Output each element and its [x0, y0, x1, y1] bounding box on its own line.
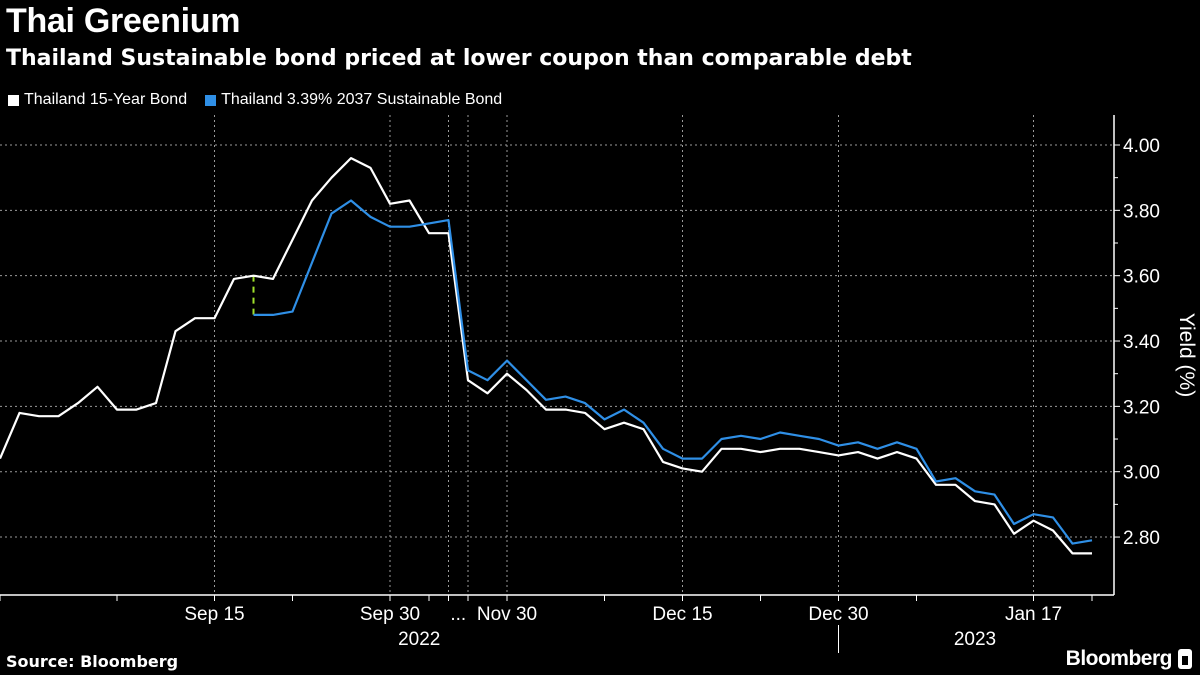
legend-swatch-sustainable: [205, 94, 217, 106]
bloomberg-terminal-icon: [1178, 649, 1192, 669]
x-tick-label: ...: [450, 604, 466, 625]
legend-item-15y: Thailand 15-Year Bond: [8, 91, 187, 109]
legend-label-15y: Thailand 15-Year Bond: [24, 91, 188, 108]
x-tick-label: Jan 17: [1005, 604, 1062, 625]
y-tick-label: 3.40: [1123, 332, 1160, 353]
legend-item-sustainable: Thailand 3.39% 2037 Sustainable Bond: [205, 91, 502, 109]
x-tick-label: Dec 15: [652, 604, 712, 625]
year-label: 2023: [954, 629, 996, 650]
y-tick-label: 3.80: [1123, 201, 1160, 222]
legend-swatch-15y: [8, 94, 19, 106]
x-tick-label: Sep 15: [184, 604, 244, 625]
y-tick-label: 4.00: [1123, 136, 1160, 157]
chart-subtitle: Thailand Sustainable bond priced at lowe…: [6, 46, 912, 71]
series-line-15y-bond: [0, 157, 1092, 555]
legend-label-sustainable: Thailand 3.39% 2037 Sustainable Bond: [221, 91, 503, 108]
legend: Thailand 15-Year Bond Thailand 3.39% 203…: [8, 91, 502, 109]
year-label: 2022: [398, 629, 440, 650]
x-tick-label: Sep 30: [360, 604, 420, 625]
y-tick-label: 3.60: [1123, 267, 1160, 288]
series-line-sustainable-bond: [253, 199, 1093, 545]
chart-title: Thai Greenium: [6, 2, 241, 40]
x-tick-label: Nov 30: [477, 604, 537, 625]
y-axis-label: Yield (%): [1175, 313, 1198, 397]
bloomberg-logo: Bloomberg: [1066, 647, 1192, 671]
y-tick-label: 2.80: [1123, 528, 1160, 549]
x-tick-label: Dec 30: [808, 604, 868, 625]
y-tick-label: 3.20: [1123, 397, 1160, 418]
source-note: Source: Bloomberg: [6, 652, 179, 671]
logo-text: Bloomberg: [1065, 647, 1173, 670]
y-tick-label: 3.00: [1123, 463, 1160, 484]
